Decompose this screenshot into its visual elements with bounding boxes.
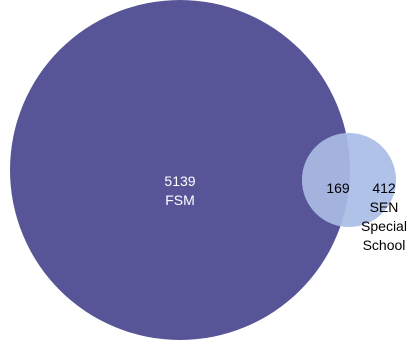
- sen-special-school-label: 412 SEN Special School: [354, 179, 411, 255]
- overlap-count: 169: [326, 180, 350, 196]
- sen-name-line-3: School: [362, 237, 406, 253]
- sen-name-line-1: SEN: [369, 199, 399, 215]
- sen-name-line-2: Special: [361, 218, 407, 234]
- fsm-label: 5139 FSM: [145, 172, 215, 210]
- fsm-only-count: 5139: [164, 173, 196, 189]
- fsm-set-name: FSM: [165, 192, 195, 208]
- sen-only-count: 412: [372, 180, 396, 196]
- overlap-label: 169: [318, 179, 358, 198]
- fsm-set-circle: [10, 0, 350, 340]
